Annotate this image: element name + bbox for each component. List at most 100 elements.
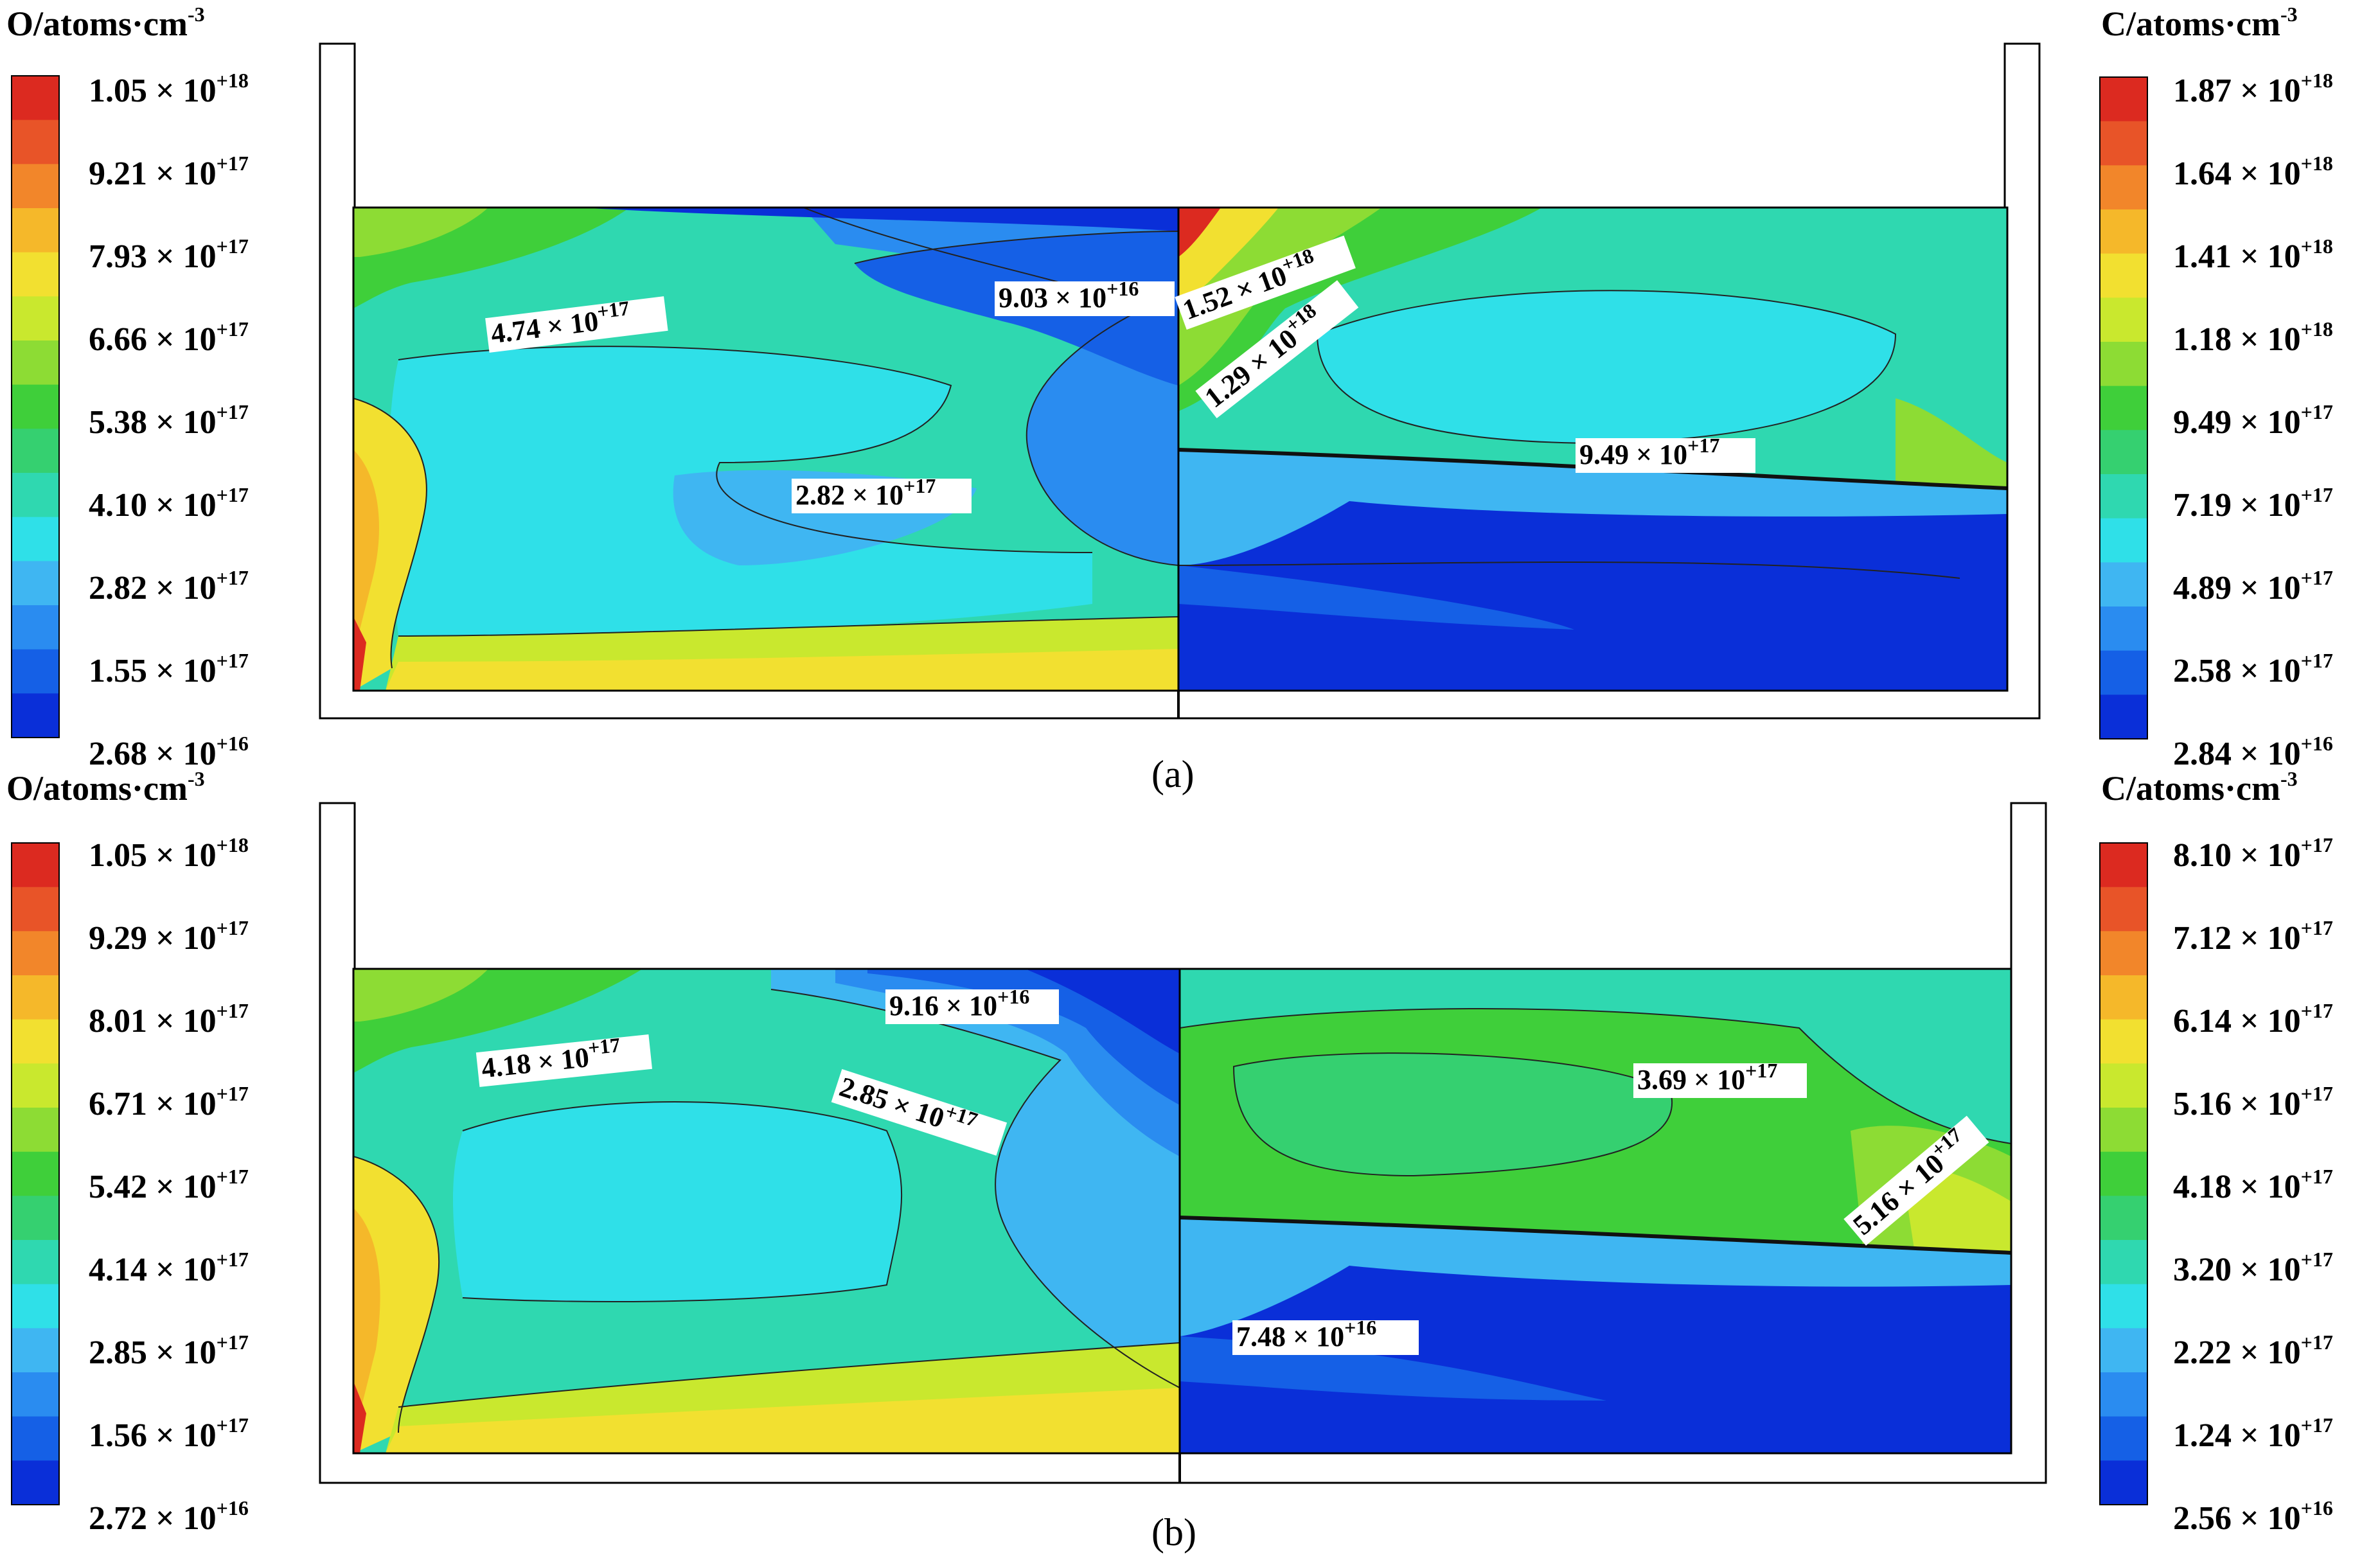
colorbar-tick-label: 7.12 × 10+17 [2173, 916, 2333, 957]
colorbar-tick-label: 1.18 × 10+18 [2173, 317, 2333, 358]
colorbar-swatch [12, 473, 59, 518]
colorbar-tick-label: 5.16 × 10+17 [2173, 1082, 2333, 1122]
colorbar-swatch [2100, 1151, 2147, 1196]
colorbar-swatch [12, 649, 59, 694]
colorbar-swatch [2100, 209, 2147, 254]
panel-a: O/atoms·cm-3 1.05 × 10+18 9.21 × 10+17 7.9… [6, 3, 2333, 795]
colorbar-swatch [12, 1240, 59, 1285]
annotation-a-1: 4.74 × 10+17 [485, 296, 668, 353]
colorbar-swatch [12, 931, 59, 976]
colorbar-tick-label: 1.05 × 10+18 [89, 833, 249, 874]
colorbar-tick-label: 2.56 × 10+16 [2173, 1496, 2333, 1537]
colorbar-swatch [2100, 562, 2147, 607]
annotation-b-4: 3.69 × 10+17 [1633, 1059, 1807, 1098]
colorbar-swatch [12, 561, 59, 606]
svg-text:7.48 × 10+16: 7.48 × 10+16 [1236, 1316, 1376, 1352]
colorbar-tick-label: 2.72 × 10+16 [89, 1496, 249, 1537]
colorbar-tick-label: 5.38 × 10+17 [89, 400, 249, 441]
colorbar-swatch [2100, 1460, 2147, 1505]
colorbar-tick-label: 6.14 × 10+17 [2173, 999, 2333, 1040]
colorbar-swatch [12, 164, 59, 209]
colorbar-swatch [2100, 518, 2147, 563]
colorbar-swatch [12, 384, 59, 429]
colorbar-swatch [12, 76, 59, 121]
panel-b: O/atoms·cm-3 1.05 × 10+18 9.29 × 10+17 8.0… [6, 767, 2333, 1554]
colorbar-swatch [2100, 1372, 2147, 1417]
colorbar-swatch [2100, 1284, 2147, 1329]
colorbar-swatch [2100, 1063, 2147, 1108]
colorbar-swatch [12, 1328, 59, 1373]
colorbar-tick-label: 2.82 × 10+17 [89, 566, 249, 606]
colorbar-swatch [12, 693, 59, 738]
colorbar-tick-label: 9.21 × 10+17 [89, 152, 249, 192]
caption-b: (b) [1151, 1511, 1196, 1554]
colorbar-left-b [11, 842, 60, 1505]
contour-oxygen-b [353, 969, 1180, 1453]
colorbar-border [11, 75, 60, 738]
colorbar-tick-label: 1.87 × 10+18 [2173, 69, 2333, 109]
svg-text:2.82 × 10+17: 2.82 × 10+17 [795, 474, 936, 511]
colorbar-tick-label: 1.41 × 10+18 [2173, 235, 2333, 275]
colorbar-swatch [2100, 1196, 2147, 1241]
colorbar-swatch [12, 429, 59, 474]
colorbar-swatch [12, 605, 59, 650]
colorbar-tick-label: 9.29 × 10+17 [89, 916, 249, 957]
colorbar-swatch [2100, 606, 2147, 651]
colorbar-tick-label: 4.14 × 10+17 [89, 1248, 249, 1288]
colorbar-swatch [12, 341, 59, 385]
colorbar-swatch [12, 1063, 59, 1108]
colorbar-swatch [2100, 695, 2147, 739]
colorbar-swatch [2100, 1240, 2147, 1285]
colorbar-swatch [2100, 1108, 2147, 1153]
colorbar-tick-label: 3.20 × 10+17 [2173, 1248, 2333, 1288]
domain-right-b [1178, 968, 2012, 1455]
colorbar-title-right-b: C/atoms·cm-3 [2101, 767, 2298, 808]
colorbar-border [2099, 76, 2148, 739]
colorbar-tick-label: 2.58 × 10+17 [2173, 649, 2333, 689]
svg-text:3.69 × 10+17: 3.69 × 10+17 [1637, 1059, 1777, 1095]
colorbar-tick-label: 1.56 × 10+17 [89, 1413, 249, 1454]
colorbar-ticks-right-b: 8.10 × 10+17 7.12 × 10+17 6.14 × 10+17 5.16… [2173, 833, 2333, 1537]
colorbar-title-left-a: O/atoms·cm-3 [6, 3, 205, 43]
colorbar-tick-label: 9.49 × 10+17 [2173, 400, 2333, 441]
colorbar-border [11, 842, 60, 1505]
annotation-a-3: 2.82 × 10+17 [792, 474, 972, 513]
colorbar-swatch [2100, 342, 2147, 387]
colorbar-swatch [2100, 253, 2147, 298]
colorbar-swatch [2100, 121, 2147, 166]
colorbar-tick-label: 8.10 × 10+17 [2173, 833, 2333, 874]
colorbar-swatch [2100, 1416, 2147, 1461]
colorbar-swatch [2100, 77, 2147, 122]
colorbar-swatch [12, 1019, 59, 1064]
colorbar-right-b [2099, 842, 2148, 1505]
colorbar-title-left-b: O/atoms·cm-3 [6, 767, 205, 808]
contour-oxygen-a [353, 208, 1178, 691]
contour-carbon-a [1178, 208, 2007, 691]
colorbar-tick-label: 2.22 × 10+17 [2173, 1331, 2333, 1371]
colorbar-tick-label: 5.42 × 10+17 [89, 1165, 249, 1205]
colorbar-tick-label: 6.71 × 10+17 [89, 1082, 249, 1122]
colorbar-tick-label: 6.66 × 10+17 [89, 317, 249, 358]
colorbar-swatch [2100, 1019, 2147, 1064]
colorbar-swatch [2100, 1328, 2147, 1373]
colorbar-swatch [2100, 843, 2147, 888]
colorbar-tick-label: 7.19 × 10+17 [2173, 483, 2333, 524]
colorbar-swatch [12, 1151, 59, 1196]
annotation-a-2: 9.03 × 10+16 [995, 277, 1175, 316]
colorbar-tick-label: 8.01 × 10+17 [89, 999, 249, 1040]
colorbar-swatch [12, 517, 59, 562]
colorbar-swatch [2100, 975, 2147, 1020]
colorbar-tick-label: 2.68 × 10+16 [89, 732, 249, 772]
colorbar-swatch [12, 208, 59, 253]
colorbar-swatch [2100, 297, 2147, 342]
svg-text:9.16 × 10+16: 9.16 × 10+16 [889, 985, 1029, 1022]
colorbar-swatch [2100, 474, 2147, 519]
colorbar-tick-label: 1.05 × 10+18 [89, 69, 249, 109]
colorbar-swatch [12, 1196, 59, 1241]
colorbar-right-a [2099, 76, 2148, 739]
colorbar-swatch [2100, 430, 2147, 475]
colorbar-swatch [12, 252, 59, 297]
colorbar-swatch [12, 843, 59, 888]
colorbar-swatch [2100, 887, 2147, 932]
